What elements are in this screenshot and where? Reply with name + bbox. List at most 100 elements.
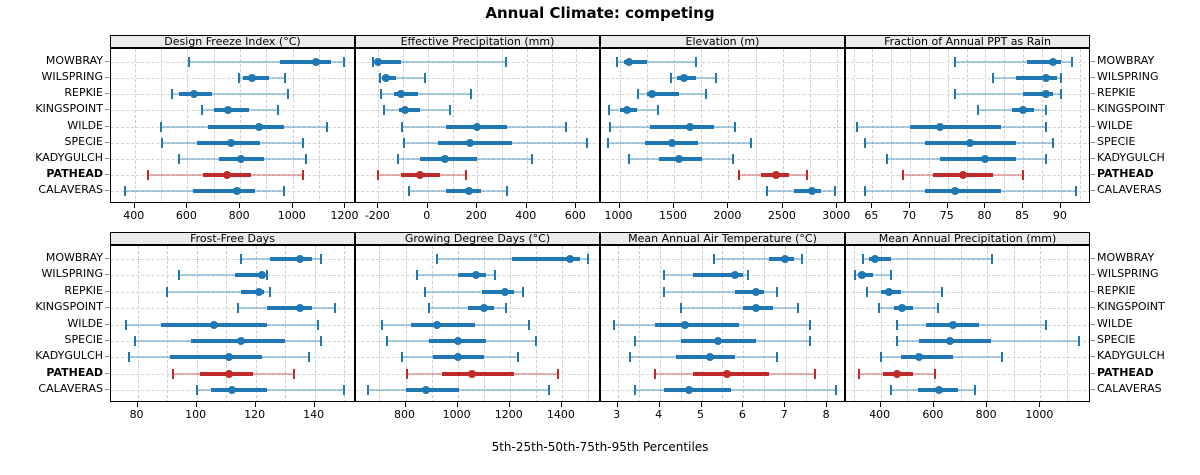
grid-vline: [638, 246, 640, 401]
whisker-cap: [403, 137, 406, 148]
whisker-cap: [237, 73, 240, 84]
whisker-outer: [891, 258, 993, 260]
whisker-cap: [809, 335, 812, 346]
x-tick: [618, 203, 620, 208]
median-dot: [945, 336, 954, 345]
whisker-outer: [743, 274, 748, 277]
whisker-outer: [702, 157, 733, 160]
x-tick-label: 400: [515, 209, 537, 222]
whisker-outer: [739, 173, 762, 176]
whisker-outer: [425, 290, 483, 293]
grid-hline: [601, 142, 844, 144]
whisker-cap: [1044, 153, 1047, 164]
whisker-outer: [607, 141, 645, 144]
panel-title: Mean Annual Air Temperature (°C): [628, 232, 817, 245]
whisker-cap: [863, 137, 866, 148]
whisker-cap: [302, 137, 305, 148]
whisker-outer: [367, 389, 406, 391]
whisker-outer: [237, 307, 268, 310]
site-label-right: REPKIE: [1097, 86, 1136, 100]
median-dot: [295, 304, 304, 313]
whisker-cap: [954, 57, 957, 67]
whisker-box: [399, 108, 421, 113]
whisker-box: [211, 388, 268, 392]
row-tick: [105, 274, 109, 276]
x-tick-label: 80: [129, 408, 144, 421]
site-label-right: SPECIE: [1097, 134, 1136, 148]
whisker-cap: [694, 57, 697, 67]
whisker-outer: [679, 93, 706, 96]
median-dot: [374, 58, 383, 66]
whisker-outer: [513, 372, 558, 375]
site-label-left: KADYGULCH: [35, 349, 103, 363]
median-dot: [237, 154, 246, 163]
grid-hline: [601, 62, 844, 63]
whisker-outer: [1015, 141, 1054, 144]
grid-hline: [356, 62, 599, 63]
whisker-outer: [655, 372, 694, 375]
panel-title: Elevation (m): [685, 35, 760, 48]
whisker-outer: [714, 125, 735, 128]
whisker-outer: [891, 389, 918, 391]
whisker-outer: [161, 125, 209, 128]
x-tick: [727, 203, 729, 208]
whisker-cap: [146, 169, 149, 180]
grid-vline: [187, 49, 189, 202]
x-tick-label: 90: [1052, 209, 1067, 222]
whisker-cap: [733, 121, 736, 132]
whisker-cap: [521, 286, 524, 297]
grid-vline: [728, 49, 730, 202]
whisker-cap: [662, 270, 665, 281]
whisker-outer: [730, 389, 836, 391]
site-label-right: MOWBRAY: [1097, 54, 1155, 67]
whisker-outer: [252, 372, 294, 375]
whisker-outer: [259, 141, 304, 144]
whisker-cap: [679, 303, 682, 314]
whisker-outer: [697, 141, 752, 144]
x-tick-label: 1200: [330, 209, 359, 222]
grid-vline: [483, 246, 485, 401]
whisker-outer: [820, 190, 836, 192]
whisker-cap: [936, 303, 939, 314]
x-tick: [525, 203, 527, 208]
median-dot: [254, 122, 263, 131]
whisker-box: [663, 388, 731, 392]
whisker-outer: [188, 61, 280, 63]
x-tick-label: 85: [1015, 209, 1030, 222]
whisker-outer: [1015, 157, 1046, 160]
whisker-outer: [267, 323, 318, 326]
row-tick: [1091, 307, 1095, 309]
panel: [110, 245, 355, 402]
median-dot: [897, 304, 906, 313]
whisker-outer: [380, 93, 395, 96]
whisker-outer: [480, 190, 507, 192]
median-dot: [224, 106, 233, 115]
whisker-outer: [646, 61, 696, 63]
whisker-outer: [398, 157, 421, 160]
x-tick-label: 8: [822, 408, 830, 421]
whisker-outer: [440, 173, 467, 176]
grid-vline: [1013, 246, 1015, 401]
grid-hline: [111, 259, 354, 260]
whisker-outer: [580, 258, 588, 260]
whisker-outer: [1000, 125, 1046, 128]
panel-title: Design Freeze Index (°C): [164, 35, 301, 48]
panel-strip: Growing Degree Days (°C): [355, 232, 600, 245]
median-dot: [416, 170, 425, 179]
median-dot: [675, 154, 684, 163]
row-tick: [105, 93, 109, 95]
grid-hline: [356, 291, 599, 293]
whisker-outer: [735, 356, 777, 359]
row-tick: [1091, 190, 1095, 191]
median-dot: [705, 353, 714, 362]
whisker-outer: [714, 258, 769, 260]
row-tick: [1091, 274, 1095, 276]
whisker-cap: [266, 270, 269, 281]
median-dot: [432, 320, 441, 329]
x-tick-label: 6: [738, 408, 746, 421]
whisker-outer: [128, 356, 171, 359]
whisker-outer: [178, 274, 235, 277]
grid-vline: [880, 246, 882, 401]
whisker-box: [234, 273, 265, 278]
whisker-outer: [167, 290, 241, 293]
